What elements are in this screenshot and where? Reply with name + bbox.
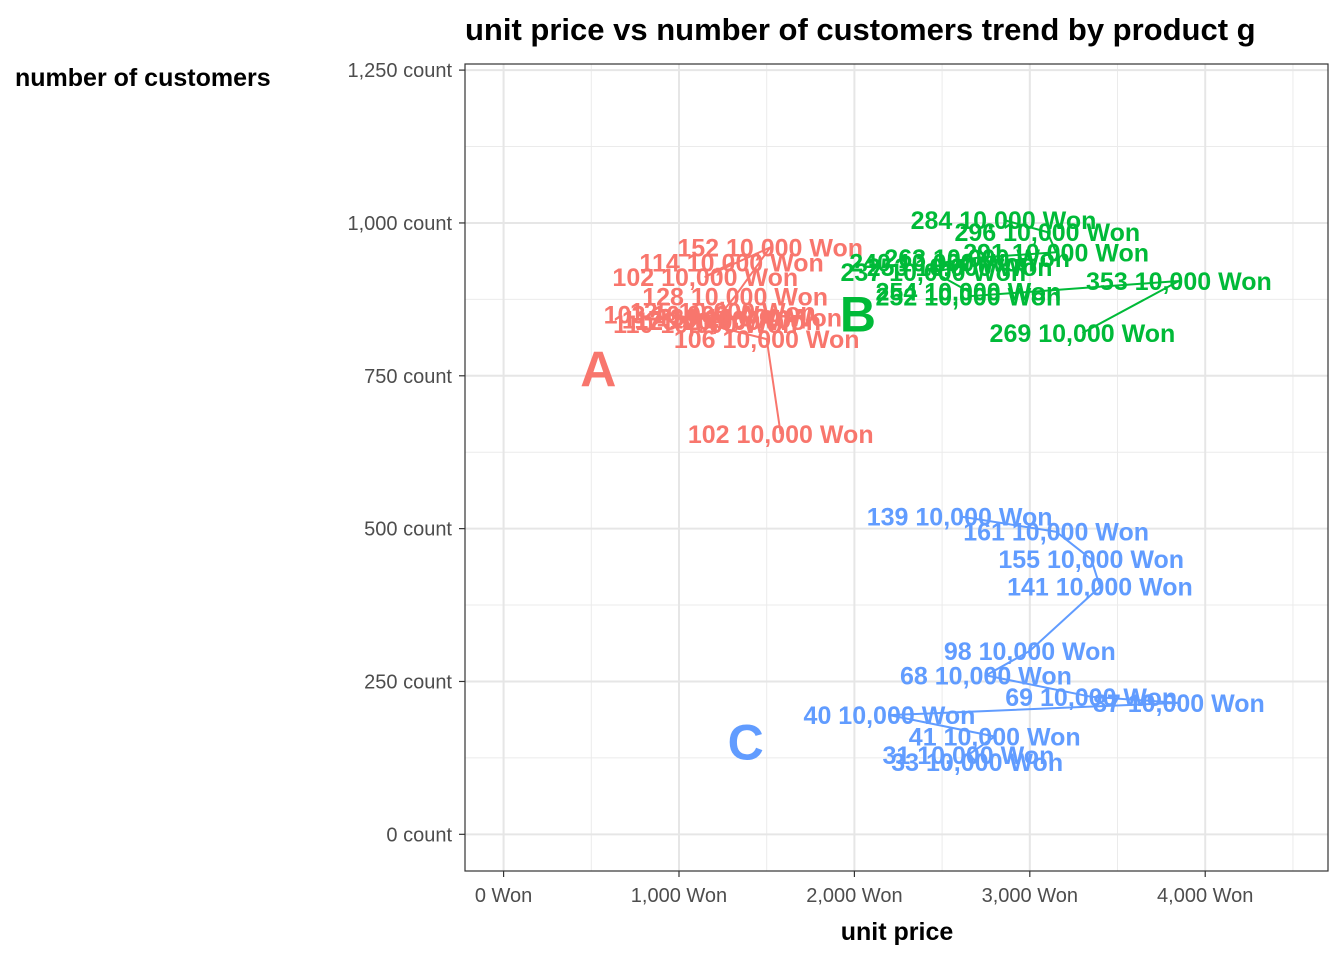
point-label: 33 10,000 Won	[891, 749, 1063, 777]
point-label: 103 10,000 Won	[604, 302, 790, 330]
point-label: 139 10,000 Won	[867, 503, 1053, 531]
point-label: 117 10,000 Won	[622, 307, 806, 335]
point-label: 253 10,000 Won	[867, 254, 1053, 282]
point-label: 87 10,000 Won	[1093, 690, 1265, 718]
x-tick-label: 3,000 Won	[982, 885, 1078, 907]
point-label: 102 10,000 Won	[612, 264, 798, 292]
x-tick-label: 4,000 Won	[1157, 885, 1253, 907]
point-label: 141 10,000 Won	[1007, 574, 1193, 602]
group-labels: A B C	[580, 287, 876, 771]
point-label: 98 10,000 Won	[944, 638, 1116, 666]
x-tick-label: 2,000 Won	[806, 885, 902, 907]
chart-title: unit price vs number of customers trend …	[465, 12, 1256, 47]
point-label: 240 10,000 Won	[849, 250, 1035, 278]
point-label: 114 10,000 Won	[639, 250, 823, 278]
point-label: 254 10,000 Won	[876, 278, 1062, 306]
point-label: 155 10,000 Won	[998, 546, 1184, 574]
point-label: 106 10,000 Won	[674, 326, 860, 354]
grid	[465, 64, 1328, 871]
point-label: 353 10,000 Won	[1086, 268, 1272, 296]
y-tick-label: 500 count	[364, 519, 452, 541]
point-label: 263 10,000 Won	[884, 245, 1070, 273]
y-tick-label: 250 count	[364, 671, 452, 693]
x-tick-label: 0 Won	[475, 885, 532, 907]
x-tick-label: 1,000 Won	[631, 885, 727, 907]
y-tick-label: 750 count	[364, 366, 452, 388]
panel-border	[464, 63, 1329, 872]
point-label: 252 10,000 Won	[876, 283, 1062, 311]
series-line-C	[888, 515, 1180, 763]
point-label: 296 10,000 Won	[954, 219, 1140, 247]
x-axis-title: unit price	[841, 918, 954, 946]
point-label: 69 10,000 Won	[1005, 684, 1177, 712]
point-label: 110 10,000 Won	[613, 311, 797, 339]
point-label: 41 10,000 Won	[909, 724, 1081, 752]
point-label: 284 10,000 Won	[911, 207, 1097, 235]
point-label: 102 10,000 Won	[688, 421, 874, 449]
point-label: 31 10,000 Won	[882, 742, 1054, 770]
point-label: 68 10,000 Won	[900, 662, 1072, 690]
point-label: 40 10,000 Won	[804, 702, 976, 730]
point-label: 125 10,000 Won	[630, 299, 816, 327]
series-line-B	[932, 218, 1180, 334]
point-label: 237 10,000 Won	[840, 259, 1026, 287]
y-axis-title: number of customers	[15, 64, 271, 92]
y-tick-label: 1,250 count	[347, 60, 452, 82]
y-tick-label: 0 count	[386, 824, 452, 846]
point-label: 291 10,000 Won	[963, 239, 1149, 267]
y-tick-label: 1,000 count	[347, 213, 452, 235]
point-label: 269 10,000 Won	[990, 320, 1176, 348]
point-label: 123 10,000 Won	[635, 308, 821, 336]
axes: 0 Won 1,000 Won 2,000 Won 3,000 Won 4,000 Wo…	[347, 60, 1253, 907]
point-label: 152 10,000 Won	[677, 234, 863, 262]
series-lines	[695, 218, 1180, 763]
series-line-A	[695, 246, 782, 435]
group-label-C: C	[728, 715, 764, 771]
point-label: 136 10,000 Won	[656, 305, 842, 333]
group-label-B: B	[840, 287, 876, 343]
point-label: 161 10,000 Won	[963, 519, 1149, 547]
point-label: 128 10,000 Won	[642, 283, 828, 311]
group-label-A: A	[580, 342, 616, 398]
